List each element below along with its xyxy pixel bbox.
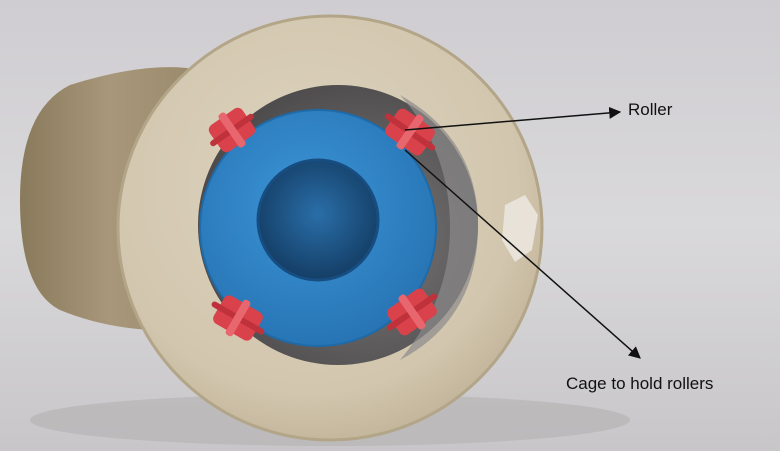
inner-bore [258,160,378,280]
roller-bottom-left [211,295,265,341]
inner-bore-edge [256,158,380,282]
roller-top-left [208,107,256,153]
housing-chip [502,195,538,262]
roller-bottom-right [386,288,438,336]
inner-race-edge [199,109,437,347]
roller-arrow [404,106,622,131]
bore-inner-wall [400,95,479,360]
cage-arrow [404,149,641,359]
cage-label: Cage to hold rollers [566,374,714,393]
roller-label: Roller [628,100,673,119]
roller-top-right [384,108,436,156]
housing-rim [116,14,544,442]
